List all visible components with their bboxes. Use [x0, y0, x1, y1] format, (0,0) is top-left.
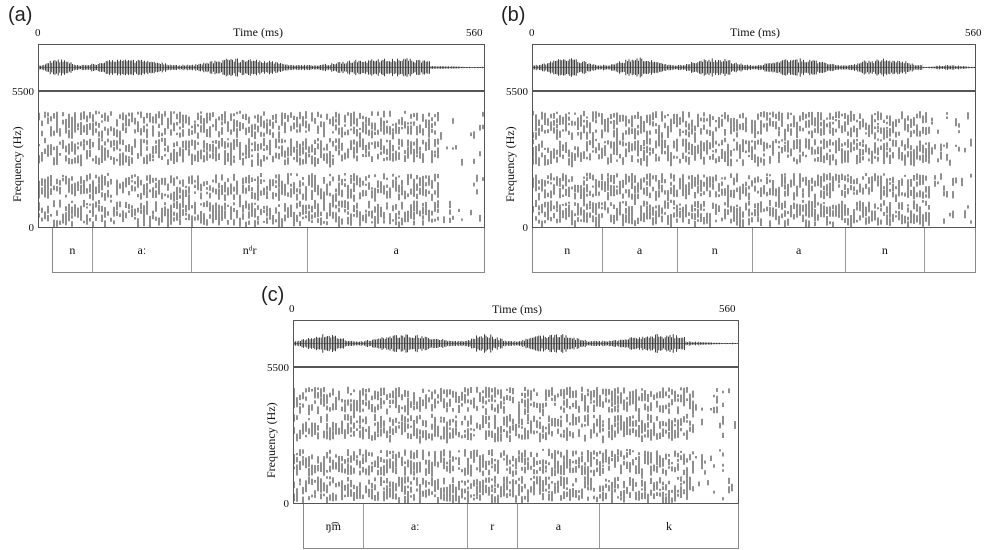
spectrogram — [293, 367, 739, 504]
segment-label: n — [676, 228, 752, 272]
panel-c: (c) 0 Time (ms) 560 5500 Frequency (Hz) … — [255, 282, 745, 550]
segment-tier: n aː nᵈr a — [52, 228, 485, 273]
segment-label: aː — [91, 228, 191, 272]
waveform-box — [293, 320, 739, 367]
spectrogram — [532, 91, 976, 228]
segment-label: ŋ͡m — [325, 518, 341, 533]
formant-texture — [294, 386, 736, 503]
time-axis-title: Time (ms) — [233, 25, 283, 39]
freq-max-label: 5500 — [506, 86, 528, 98]
panel-label: (b) — [501, 4, 526, 26]
waveform-box — [38, 44, 485, 91]
panel-a: (a) 0 Time (ms) 560 5500 Frequency (Hz) … — [0, 0, 490, 275]
y-axis-title: Frequency (Hz) — [264, 402, 278, 478]
segment-tier: ŋ͡m aː r a k — [303, 504, 739, 549]
segment-label: aː — [362, 504, 467, 548]
time-axis-title: Time (ms) — [492, 302, 542, 316]
panel-b: (b) 0 Time (ms) 560 5500 Frequency (Hz) … — [495, 0, 985, 275]
y-axis-title: Frequency (Hz) — [10, 126, 24, 202]
time-start-label: 0 — [289, 303, 295, 315]
panel-label: (c) — [261, 284, 285, 306]
waveform — [294, 334, 738, 353]
y-axis-title: Frequency (Hz) — [503, 126, 517, 202]
segment-label — [924, 228, 975, 272]
time-end-label: 560 — [466, 27, 483, 39]
segment-label: n — [69, 242, 76, 257]
freq-max-label: 5500 — [12, 86, 34, 98]
formant-texture — [39, 110, 484, 227]
panel-label: (a) — [8, 4, 33, 26]
waveform — [533, 57, 975, 78]
segment-label: k — [599, 504, 738, 548]
formant-texture — [533, 110, 972, 227]
time-end-label: 560 — [719, 303, 736, 315]
segment-label: nᵈr — [190, 228, 307, 272]
spectrogram-image — [39, 110, 484, 227]
waveform-box — [532, 44, 976, 91]
segment-label: n — [844, 228, 925, 272]
freq-max-label: 5500 — [267, 362, 289, 374]
segment-label: a — [601, 228, 677, 272]
segment-label: a — [307, 228, 484, 272]
time-end-label: 560 — [965, 27, 982, 39]
freq-min-label: 0 — [522, 222, 529, 234]
segment-label: a — [516, 504, 599, 548]
freq-min-label: 0 — [283, 498, 290, 510]
segment-label: n — [564, 242, 571, 257]
spectrogram-image — [533, 110, 972, 227]
spectrogram-image — [294, 386, 736, 503]
segment-label: a — [751, 228, 845, 272]
time-start-label: 0 — [529, 27, 535, 39]
time-start-label: 0 — [35, 27, 41, 39]
waveform — [39, 58, 484, 77]
time-axis-title: Time (ms) — [730, 25, 780, 39]
segment-label: r — [466, 504, 517, 548]
freq-min-label: 0 — [28, 222, 35, 234]
spectrogram — [38, 91, 485, 228]
